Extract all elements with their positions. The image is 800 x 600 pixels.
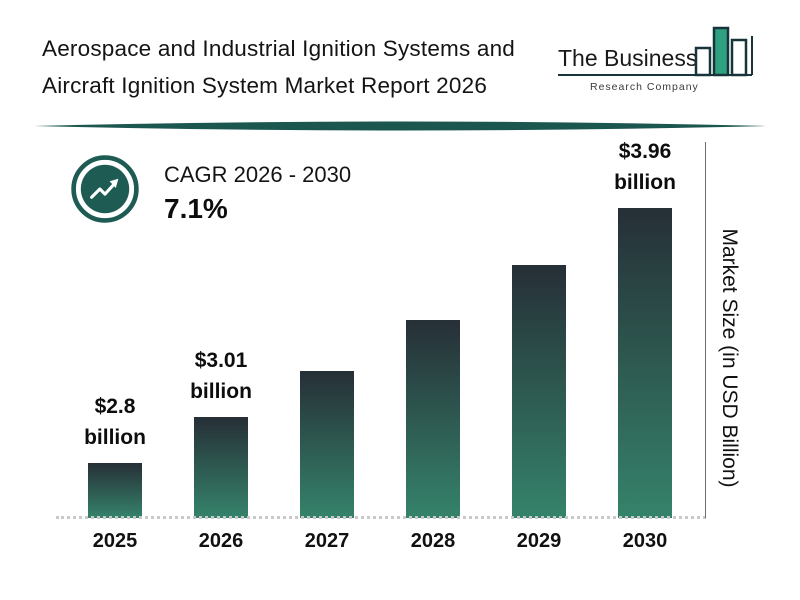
- bar-group-2026: $3.01 billion: [168, 150, 274, 518]
- x-axis-labels: 2025 2026 2027 2028 2029 2030: [62, 530, 698, 553]
- bar-group-2025: $2.8 billion: [62, 150, 168, 518]
- x-axis-baseline: [56, 516, 706, 519]
- bar-2029: [512, 265, 566, 518]
- bar-value-label-2025: $2.8 billion: [84, 395, 146, 449]
- bar-2025: [88, 463, 142, 518]
- cagr-label: CAGR 2026 - 2030: [164, 162, 352, 187]
- logo-barchart-icon: [694, 26, 748, 77]
- company-logo: The Business Research Company: [558, 26, 753, 93]
- bar-2027: [300, 371, 354, 518]
- x-axis-label-2025: 2025: [92, 530, 138, 552]
- x-axis-label-2028: 2028: [410, 530, 456, 552]
- bar-group-2029: [486, 150, 592, 518]
- bar-group-2028: [380, 150, 486, 518]
- page-title: Aerospace and Industrial Ignition System…: [42, 30, 515, 104]
- x-axis-label-2026: 2026: [198, 530, 244, 552]
- cagr-block: CAGR 2026 - 2030 7.1%: [70, 154, 351, 225]
- x-axis-label-2027: 2027: [304, 530, 350, 552]
- cagr-text: CAGR 2026 - 2030 7.1%: [164, 154, 351, 225]
- bar-2026: [194, 417, 248, 518]
- title-line-1: Aerospace and Industrial Ignition System…: [42, 36, 516, 61]
- title-line-2: Aircraft Ignition System Market Report 2…: [42, 73, 488, 98]
- bar-group-2027: [274, 150, 380, 518]
- growth-trend-icon: [71, 155, 139, 223]
- bar-2030: [618, 208, 672, 518]
- y-axis-label: Market Size (in USD Billion): [718, 228, 741, 488]
- cagr-value: 7.1%: [164, 193, 228, 224]
- bar-value-label-2026: $3.01 billion: [190, 349, 252, 403]
- logo-subtitle-text: Research Company: [590, 81, 699, 93]
- bar-value-label-2030: $3.96 billion: [614, 140, 676, 194]
- header-divider: [34, 121, 766, 131]
- y-axis-line: [705, 142, 706, 518]
- logo-name-text: The Business: [558, 45, 697, 71]
- x-axis-label-2029: 2029: [516, 530, 562, 552]
- x-axis-label-2030: 2030: [622, 530, 668, 552]
- bar-2028: [406, 320, 460, 518]
- bar-group-2030: $3.96 billion: [592, 140, 698, 518]
- bar-chart: $2.8 billion $3.01 billion $3.96 billion: [62, 140, 698, 518]
